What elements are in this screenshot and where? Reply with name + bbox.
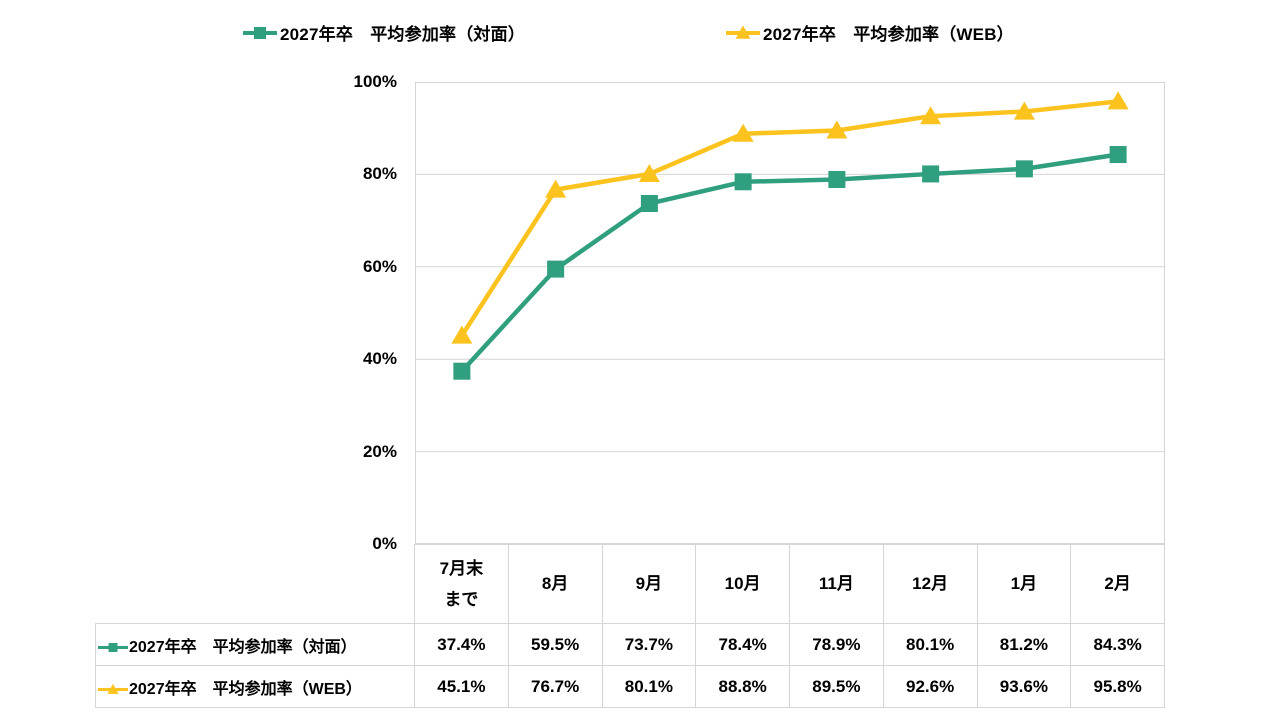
month-column-header: 8月 xyxy=(507,544,603,624)
square-marker-icon xyxy=(828,170,846,188)
row-square-marker-icon xyxy=(98,641,128,654)
square-marker-icon xyxy=(922,165,940,183)
legend-item-web: 2027年卒 平均参加率（WEB） xyxy=(726,20,1014,45)
y-tick-label: 100% xyxy=(353,72,397,91)
y-tick-label: 40% xyxy=(362,349,397,369)
table-value-cell: 80.1% xyxy=(882,623,978,666)
table-row-header: 2027年卒 平均参加率（WEB） xyxy=(95,665,415,708)
month-column-header: 11月 xyxy=(789,544,884,624)
month-column-header: 12月 xyxy=(882,544,978,624)
legend-square-marker-icon xyxy=(243,25,277,41)
triangle-marker-icon xyxy=(451,325,473,344)
y-axis-labels: 0% 20% 40% 60% 80% 100% xyxy=(315,72,397,553)
table-value-cell: 73.7% xyxy=(601,623,697,666)
legend-label-web: 2027年卒 平均参加率（WEB） xyxy=(763,25,1014,44)
series-line-web xyxy=(459,99,1121,338)
table-value-cell: 81.2% xyxy=(976,623,1072,666)
row-series-label: 2027年卒 平均参加率（WEB） xyxy=(129,680,362,698)
square-marker-icon xyxy=(640,195,658,213)
triangle-marker-icon xyxy=(1013,101,1035,120)
table-row-header: 2027年卒 平均参加率（対面） xyxy=(95,623,415,666)
triangle-marker-icon xyxy=(826,120,848,139)
month-column-header: 1月 xyxy=(976,544,1072,624)
table-corner xyxy=(96,545,415,624)
square-marker-icon xyxy=(547,260,565,278)
month-column-header: 9月 xyxy=(601,544,697,624)
table-row: 2027年卒 平均参加率（対面） 37.4% 59.5% 73.7% 78.4% 78.9… xyxy=(95,623,1165,666)
legend-item-taimen: 2027年卒 平均参加率（対面） xyxy=(243,20,525,45)
y-tick-label: 80% xyxy=(362,164,397,184)
triangle-marker-icon xyxy=(1107,91,1129,110)
legend-triangle-marker-icon xyxy=(726,25,760,41)
month-column-header: 10月 xyxy=(695,544,790,624)
y-tick-label: 60% xyxy=(362,256,397,276)
table-value-cell: 95.8% xyxy=(1070,665,1165,708)
table-value-cell: 93.6% xyxy=(976,665,1072,708)
triangle-marker-icon xyxy=(545,179,567,198)
y-tick-label: 20% xyxy=(362,441,397,461)
table-header-row: 7月末 まで 8月 9月 10月 11月 12月 1月 2月 xyxy=(96,544,1165,624)
table-value-cell: 88.8% xyxy=(695,665,790,708)
table-value-cell: 84.3% xyxy=(1070,623,1165,666)
table-row: 2027年卒 平均参加率（WEB） 45.1% 76.7% 80.1% 88.8% 89.… xyxy=(95,665,1165,708)
row-series-label: 2027年卒 平均参加率（対面） xyxy=(129,638,357,656)
table-value-cell: 45.1% xyxy=(414,665,509,708)
table-value-cell: 78.4% xyxy=(695,623,790,666)
table-value-cell: 80.1% xyxy=(601,665,697,708)
legend-label-taimen: 2027年卒 平均参加率（対面） xyxy=(280,25,526,44)
table-value-cell: 89.5% xyxy=(789,665,884,708)
triangle-marker-icon xyxy=(638,163,660,182)
table-value-cell: 76.7% xyxy=(507,665,603,708)
row-triangle-marker-icon xyxy=(98,683,128,696)
table-value-cell: 59.5% xyxy=(507,623,603,666)
table-value-cell: 37.4% xyxy=(414,623,509,666)
triangle-marker-icon xyxy=(732,123,754,142)
series-line-taimen xyxy=(459,152,1121,374)
month-column-header: 7月末 まで xyxy=(414,544,509,624)
table-value-cell: 78.9% xyxy=(789,623,884,666)
plot-area xyxy=(415,82,1165,544)
y-tick-label: 0% xyxy=(372,534,397,553)
square-marker-icon xyxy=(1015,160,1033,178)
data-table: 7月末 まで 8月 9月 10月 11月 12月 1月 2月 2027年卒 平均参加率（対面）… xyxy=(95,544,1165,708)
month-column-header: 2月 xyxy=(1070,544,1165,624)
square-marker-icon xyxy=(734,173,752,191)
triangle-marker-icon xyxy=(920,106,942,125)
square-marker-icon xyxy=(1109,146,1127,164)
table-value-cell: 92.6% xyxy=(882,665,978,708)
square-marker-icon xyxy=(453,362,471,380)
